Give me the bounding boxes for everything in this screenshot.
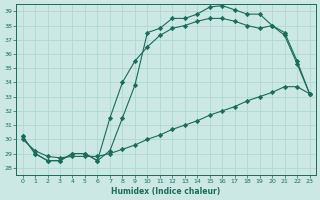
X-axis label: Humidex (Indice chaleur): Humidex (Indice chaleur) — [111, 187, 221, 196]
